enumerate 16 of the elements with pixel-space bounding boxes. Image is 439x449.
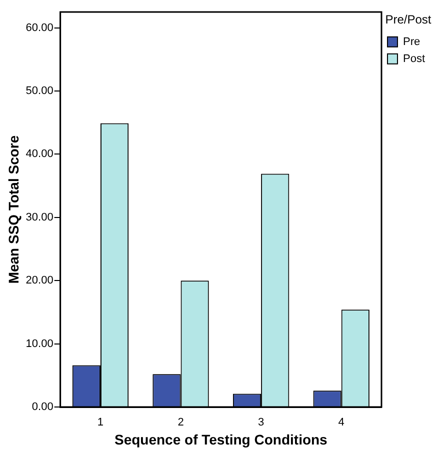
- legend-title: Pre/Post: [385, 12, 432, 26]
- y-tick-label: 10.00: [26, 338, 54, 350]
- x-tick-label: 3: [258, 416, 264, 429]
- x-tick-label: 4: [338, 416, 344, 429]
- y-tick-label: 40.00: [26, 148, 54, 160]
- y-axis-title: Mean SSQ Total Score: [5, 135, 22, 284]
- y-tick-label: 60.00: [26, 22, 54, 34]
- y-tick-label: 30.00: [26, 211, 54, 224]
- y-tick-label: 20.00: [26, 274, 54, 287]
- legend-label: Post: [402, 52, 426, 65]
- x-tick-label: 1: [97, 416, 104, 429]
- y-tick-label: 50.00: [26, 85, 54, 98]
- y-tick-label: 0.00: [32, 401, 54, 414]
- legend-label: Pre: [402, 36, 420, 48]
- x-tick-label: 2: [178, 416, 184, 429]
- x-axis-title: Sequence of Testing Conditions: [114, 431, 328, 448]
